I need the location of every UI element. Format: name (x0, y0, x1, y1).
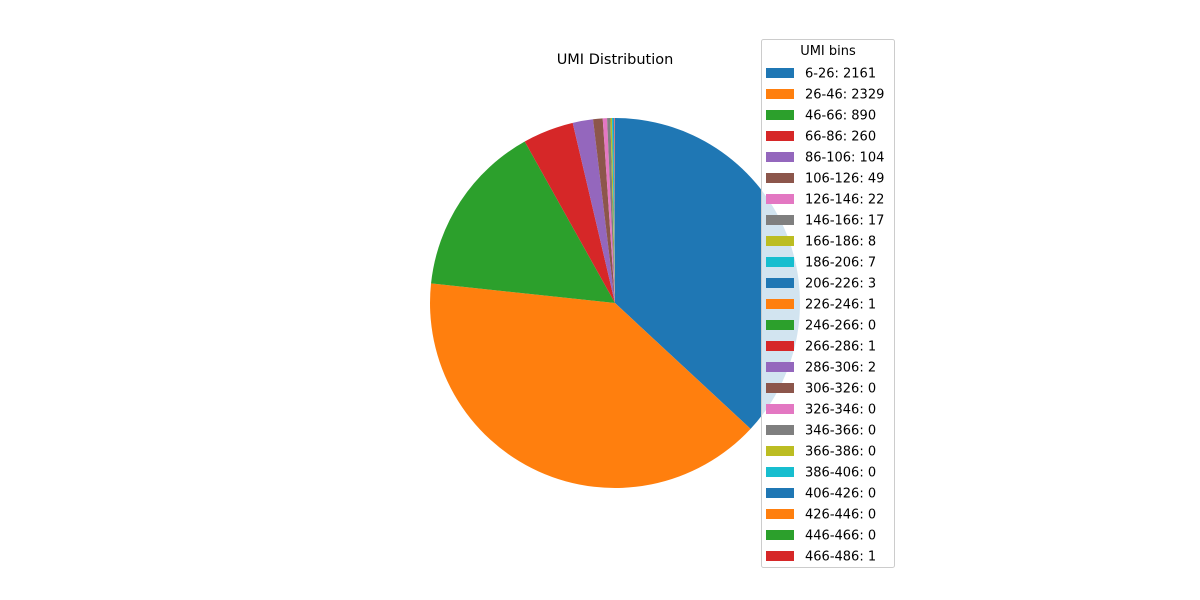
legend-swatch-206-226 (766, 278, 794, 288)
legend-label-286-306: 286-306: 2 (805, 361, 876, 376)
pie-slice-206-226 (613, 118, 615, 303)
legend-swatch-146-166 (766, 215, 794, 225)
legend-swatch-366-386 (766, 446, 794, 456)
legend-swatch-166-186 (766, 236, 794, 246)
pie-slice-126-146 (602, 118, 615, 303)
legend-label-86-106: 86-106: 104 (805, 151, 884, 166)
pie-slices (430, 117, 800, 488)
legend-swatch-306-326 (766, 383, 794, 393)
legend-swatch-266-286 (766, 341, 794, 351)
legend-swatch-106-126 (766, 173, 794, 183)
legend: UMI bins 6-26: 2161 26-46: 2329 46-66: 890… (761, 39, 895, 568)
legend-swatch-406-426 (766, 488, 794, 498)
legend-swatch-426-446 (766, 509, 794, 519)
legend-swatch-386-406 (766, 467, 794, 477)
legend-label-46-66: 46-66: 890 (805, 109, 876, 124)
pie-slice-146-166 (607, 118, 615, 303)
legend-swatch-226-246 (766, 299, 794, 309)
legend-swatch-86-106 (766, 152, 794, 162)
pie-slice-86-106 (572, 119, 615, 303)
legend-label-266-286: 266-286: 1 (805, 340, 876, 355)
legend-swatch-446-466 (766, 530, 794, 540)
pie-slice-266-286 (614, 117, 615, 304)
chart-title: UMI Distribution (557, 52, 674, 68)
pie-slice-286-306 (614, 117, 615, 304)
legend-swatch-126-146 (766, 194, 794, 204)
pie-slice-106-126 (593, 118, 615, 303)
legend-swatch-186-206 (766, 257, 794, 267)
legend-items: 6-26: 2161 26-46: 2329 46-66: 890 66-86: 26… (766, 67, 884, 565)
legend-swatch-246-266 (766, 320, 794, 330)
legend-label-126-146: 126-146: 22 (805, 193, 884, 208)
legend-label-406-426: 406-426: 0 (805, 487, 876, 502)
legend-label-106-126: 106-126: 49 (805, 172, 884, 187)
legend-label-226-246: 226-246: 1 (805, 298, 876, 313)
legend-label-306-326: 306-326: 0 (805, 382, 876, 397)
legend-label-346-366: 346-366: 0 (805, 424, 876, 439)
legend-label-446-466: 446-466: 0 (805, 529, 876, 544)
legend-label-386-406: 386-406: 0 (805, 466, 876, 481)
legend-swatch-286-306 (766, 362, 794, 372)
pie-slice-66-86 (524, 122, 615, 304)
legend-swatch-26-46 (766, 89, 794, 99)
legend-label-166-186: 166-186: 8 (805, 235, 876, 250)
legend-swatch-466-486 (766, 551, 794, 561)
legend-label-146-166: 146-166: 17 (805, 214, 884, 229)
legend-label-66-86: 66-86: 260 (805, 130, 876, 145)
legend-swatch-46-66 (766, 110, 794, 120)
legend-label-326-346: 326-346: 0 (805, 403, 876, 418)
pie-slice-6-26 (615, 118, 800, 429)
legend-label-426-446: 426-446: 0 (805, 508, 876, 523)
legend-label-186-206: 186-206: 7 (805, 256, 876, 271)
legend-label-6-26: 6-26: 2161 (805, 67, 876, 82)
pie-slice-46-66 (431, 141, 615, 303)
legend-label-466-486: 466-486: 1 (805, 550, 876, 565)
legend-swatch-6-26 (766, 68, 794, 78)
legend-swatch-326-346 (766, 404, 794, 414)
legend-swatch-346-366 (766, 425, 794, 435)
legend-title: UMI bins (800, 44, 856, 59)
legend-label-366-386: 366-386: 0 (805, 445, 876, 460)
legend-label-246-266: 246-266: 0 (805, 319, 876, 334)
legend-frame (761, 39, 895, 568)
legend-swatch-66-86 (766, 131, 794, 141)
pie-slice-166-186 (610, 118, 615, 304)
pie-slice-226-246 (614, 117, 615, 303)
pie-slice-186-206 (612, 118, 615, 303)
legend-label-206-226: 206-226: 3 (805, 277, 876, 292)
pie-slice-26-46 (430, 283, 751, 488)
legend-label-26-46: 26-46: 2329 (805, 88, 884, 103)
